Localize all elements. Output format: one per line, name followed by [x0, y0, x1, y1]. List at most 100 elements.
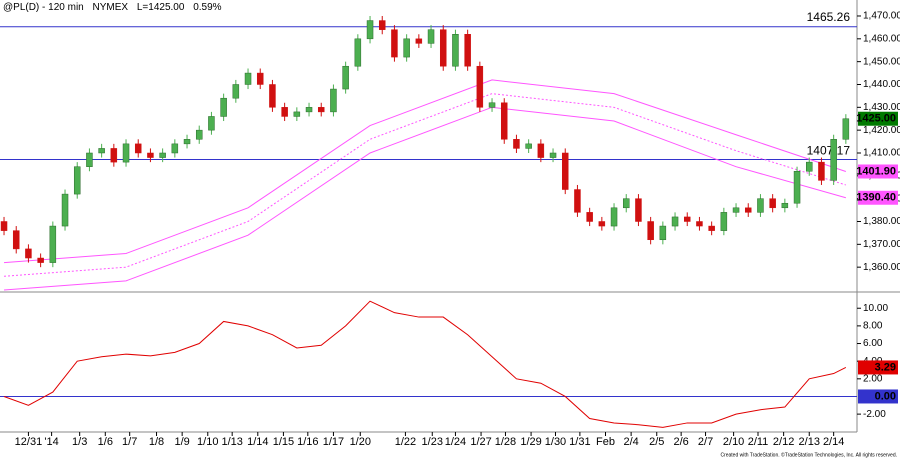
y-tick-label: 1,380.00: [863, 216, 900, 227]
x-tick-label: 1/28: [495, 436, 516, 448]
x-tick-label: 2/11: [748, 436, 769, 448]
candle-body: [744, 207, 752, 213]
candle-body: [720, 212, 728, 231]
x-tick-label: 2/14: [823, 436, 844, 448]
y-tick-label: 1,460.00: [863, 33, 900, 44]
candle-body: [732, 207, 740, 213]
candle-body: [769, 198, 776, 209]
band-line: [3, 106, 846, 291]
footer: Created with TradeStation. ©TradeStation…: [720, 451, 897, 458]
x-tick-label: 1/16: [297, 436, 318, 448]
x-tick-label: 1/29: [520, 436, 541, 448]
candle-body: [525, 143, 532, 149]
candle-body: [256, 72, 264, 85]
change: 0.59%: [193, 2, 221, 13]
candle-body: [366, 20, 374, 40]
candle-body: [549, 152, 557, 158]
candle-body: [73, 166, 81, 195]
horizontal-line-label: 1465.26: [807, 10, 851, 24]
y-tick-label: 1,450.00: [863, 56, 900, 67]
candle-body: [98, 148, 105, 154]
zero-line-label: 0.00: [875, 390, 896, 402]
exchange: NYMEX: [93, 2, 129, 13]
candle-body: [671, 216, 679, 227]
candle-body: [488, 102, 496, 108]
y-tick-label: 6.00: [863, 338, 883, 349]
x-tick-label: 2/13: [799, 436, 820, 448]
candle-body: [696, 221, 703, 227]
candle-body: [269, 84, 276, 108]
candle-body: [427, 29, 435, 44]
candle-body: [122, 143, 130, 163]
candle-body: [208, 116, 215, 131]
candle-body: [708, 225, 715, 231]
candle-body: [147, 152, 154, 158]
candle-body: [281, 107, 288, 117]
x-tick-label: 1/20: [350, 436, 371, 448]
x-tick-label: 1/10: [197, 436, 218, 448]
candle-body: [25, 248, 32, 259]
x-tick-label: 1/8: [149, 436, 164, 448]
x-tick-label: 1/24: [445, 436, 466, 448]
candle-body: [49, 225, 57, 263]
x-tick-label: 2/7: [698, 436, 713, 448]
x-tick-label: 1/3: [72, 436, 87, 448]
candle-body: [683, 216, 691, 222]
candle-body: [439, 29, 447, 67]
x-tick-label: 1/14: [247, 436, 268, 448]
candle-body: [513, 139, 520, 149]
candle-body: [806, 161, 813, 172]
candle-body: [220, 97, 227, 117]
candle-body: [171, 143, 179, 154]
candle-body: [842, 118, 850, 140]
candle-body: [305, 107, 313, 113]
x-tick-label: 1/27: [470, 436, 491, 448]
y-tick-label: 10.00: [863, 303, 888, 314]
band-last-label-box: [858, 164, 898, 179]
band-last-label-box: [858, 190, 898, 205]
y-tick-label: 1,430.00: [863, 102, 900, 113]
y-tick-label: 1,420.00: [863, 125, 900, 136]
y-tick-label: 1,360.00: [863, 262, 900, 273]
x-tick-label: 2/10: [723, 436, 744, 448]
x-tick-label: 1/17: [323, 436, 344, 448]
last-price-label: 1425.00: [856, 113, 896, 125]
y-tick-label: 8.00: [863, 321, 883, 332]
x-tick-label: '14: [44, 436, 58, 448]
x-tick-label: 1/7: [122, 436, 137, 448]
candle-body: [476, 65, 484, 108]
candle-body: [244, 72, 252, 85]
x-tick-label: 1/30: [545, 436, 566, 448]
candle-body: [342, 65, 349, 90]
y-tick-label: 2.00: [863, 373, 883, 384]
candle-body: [561, 152, 569, 190]
candle-body: [781, 202, 789, 209]
oscillator-last-label: 3.29: [875, 361, 896, 373]
band-last-label: 1401.90: [856, 165, 896, 177]
candle-body: [598, 221, 606, 227]
candle-body: [391, 29, 398, 58]
candle-body: [830, 139, 837, 181]
candle-body: [500, 102, 508, 140]
y-tick-label: -2.00: [863, 409, 886, 420]
x-tick-label: 1/22: [395, 436, 416, 448]
x-tick-label: 1/23: [422, 436, 443, 448]
candle-body: [793, 171, 801, 204]
candle-body: [317, 107, 325, 113]
y-tick-label: 1,470.00: [863, 11, 900, 22]
candle-body: [464, 34, 471, 67]
candle-body: [635, 198, 642, 222]
candle-body: [293, 111, 301, 117]
candle-body: [659, 225, 667, 241]
candle-body: [134, 143, 142, 154]
candle-body: [183, 139, 191, 145]
x-tick-label: 1/9: [175, 436, 190, 448]
last-price: L=1425.00: [137, 2, 185, 13]
x-tick-label: 2/12: [773, 436, 794, 448]
candle-body: [622, 198, 630, 209]
candle-body: [195, 129, 203, 140]
x-tick-label: Feb: [596, 436, 615, 448]
candle-body: [61, 193, 69, 227]
candle-body: [586, 212, 593, 222]
